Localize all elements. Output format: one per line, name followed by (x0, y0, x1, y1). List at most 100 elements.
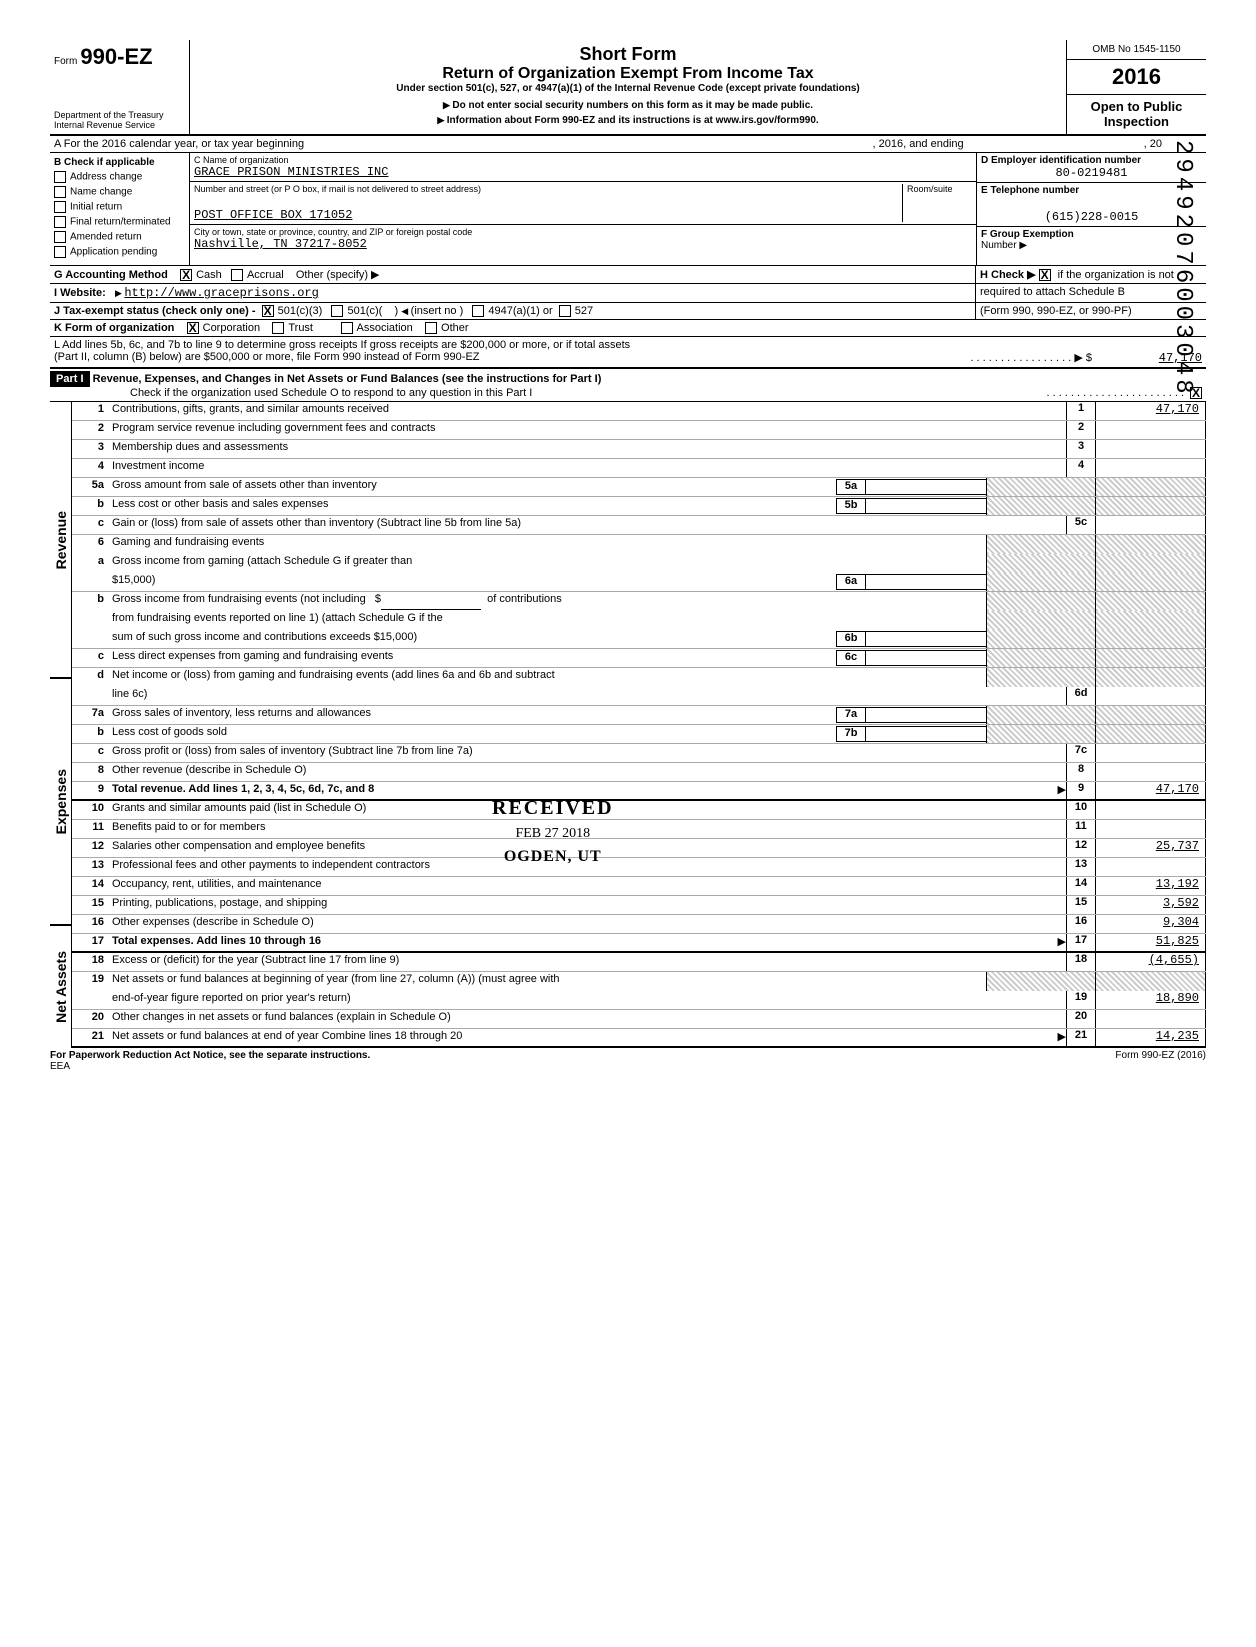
line-5b-shaded (986, 497, 1096, 515)
line-1-text: Contributions, gifts, grants, and simila… (112, 403, 389, 419)
line-5b-num: b (72, 498, 112, 514)
checkbox-527[interactable] (559, 305, 571, 317)
form-990ez: 29492076003048 Form 990-EZ Department of… (50, 40, 1206, 1072)
inspection-label: Inspection (1071, 114, 1202, 129)
checkbox-pending[interactable] (54, 246, 66, 258)
checkbox-501c[interactable] (331, 305, 343, 317)
org-address: POST OFFICE BOX 171052 (194, 208, 902, 222)
checkbox-cash[interactable] (180, 269, 192, 281)
line-5b-midbox: 5b (836, 498, 866, 514)
checkbox-address-change[interactable] (54, 171, 66, 183)
line-6a-spacer (72, 574, 112, 590)
line-5c-num: c (72, 517, 112, 533)
checkbox-association[interactable] (341, 322, 353, 334)
checkbox-initial-return[interactable] (54, 201, 66, 213)
line-6b-spacer (72, 612, 112, 629)
line-7b-midval (866, 726, 986, 742)
lines-content: RECEIVED FEB 27 2018 OGDEN, UT 1Contribu… (72, 402, 1206, 1048)
line-12-boxnum: 12 (1066, 839, 1096, 857)
line-6b-2: from fundraising events reported on line… (72, 611, 1206, 630)
checkbox-amended[interactable] (54, 231, 66, 243)
line-5a-text: Gross amount from sale of assets other t… (112, 479, 377, 495)
line-19-shaded (986, 972, 1096, 991)
line-1-num: 1 (72, 403, 112, 419)
part1-header: Part I Revenue, Expenses, and Changes in… (50, 369, 1206, 402)
line-6a-shaded4 (1096, 573, 1206, 591)
line-5a-midval (866, 479, 986, 495)
line-16-text: Other expenses (describe in Schedule O) (112, 916, 314, 932)
line-7a-text: Gross sales of inventory, less returns a… (112, 707, 371, 723)
line-12-text: Salaries other compensation and employee… (112, 840, 365, 856)
checkbox-trust[interactable] (272, 322, 284, 334)
expenses-label: Expenses (53, 769, 69, 834)
line-2: 2Program service revenue including gover… (72, 421, 1206, 440)
line-6c-shaded (986, 649, 1096, 667)
stamp-ogden: OGDEN, UT (492, 848, 614, 866)
line-16-boxnum: 16 (1066, 915, 1096, 933)
line-5a-num: 5a (72, 479, 112, 495)
website-label: I Website: (54, 287, 106, 299)
city-label: City or town, state or province, country… (194, 227, 972, 237)
label-501c: 501(c)( (347, 305, 382, 317)
form-number: 990-EZ (80, 44, 152, 69)
line-6a-text2: $15,000) (112, 574, 155, 590)
section-i-row: I Website: http://www.graceprisons.org r… (50, 284, 1206, 303)
label-insert-no: (insert no ) (411, 305, 464, 317)
checkbox-corporation[interactable] (187, 322, 199, 334)
label-501c3: 501(c)(3) (278, 305, 323, 317)
line-8-text: Other revenue (describe in Schedule O) (112, 764, 306, 780)
subtitle: Under section 501(c), 527, or 4947(a)(1)… (198, 83, 1058, 94)
addr-label: Number and street (or P O box, if mail i… (194, 184, 902, 194)
section-g-label: G Accounting Method (54, 269, 168, 281)
line-6a-text: Gross income from gaming (attach Schedul… (112, 555, 412, 572)
line-5c: cGain or (loss) from sale of assets othe… (72, 516, 1206, 535)
arrow-icon (437, 115, 446, 126)
received-stamp: RECEIVED FEB 27 2018 OGDEN, UT (492, 797, 614, 866)
section-a-end: , 20 (1144, 138, 1162, 150)
checkbox-other-org[interactable] (425, 322, 437, 334)
line-4: 4Investment income 4 (72, 459, 1206, 478)
line-6d-text: Net income or (loss) from gaming and fun… (112, 669, 555, 686)
line-11: 11Benefits paid to or for members 11 (72, 820, 1206, 839)
checkbox-schedule-o[interactable] (1190, 387, 1202, 399)
line-6b-shaded2 (1096, 592, 1206, 611)
stamp-date: FEB 27 2018 (492, 826, 614, 842)
line-13: 13Professional fees and other payments t… (72, 858, 1206, 877)
label-accrual: Accrual (247, 269, 284, 281)
line-6a-shaded2 (1096, 554, 1206, 573)
line-7b-shaded (986, 725, 1096, 743)
line-14-boxnum: 14 (1066, 877, 1096, 895)
checkbox-4947[interactable] (472, 305, 484, 317)
line-15-text: Printing, publications, postage, and shi… (112, 897, 327, 913)
line-14: 14Occupancy, rent, utilities, and mainte… (72, 877, 1206, 896)
website-value: http://www.graceprisons.org (124, 286, 318, 300)
checkbox-final-return[interactable] (54, 216, 66, 228)
line-12-num: 12 (72, 840, 112, 856)
line-18-boxnum: 18 (1066, 953, 1096, 971)
org-info-grid: B Check if applicable Address change Nam… (50, 153, 1206, 266)
line-6d-value (1096, 687, 1206, 705)
line-12: 12Salaries other compensation and employ… (72, 839, 1206, 858)
label-527: 527 (575, 305, 593, 317)
checkbox-schedule-b[interactable] (1039, 269, 1051, 281)
line-6d-num: d (72, 669, 112, 686)
line-4-boxnum: 4 (1066, 459, 1096, 477)
line-5a-midbox: 5a (836, 479, 866, 495)
checkbox-name-change[interactable] (54, 186, 66, 198)
line-5b-midval (866, 498, 986, 514)
label-address-change: Address change (70, 172, 142, 183)
checkbox-501c3[interactable] (262, 305, 274, 317)
line-18-text: Excess or (deficit) for the year (Subtra… (112, 954, 399, 970)
line-19-text2: end-of-year figure reported on prior yea… (112, 992, 351, 1008)
line-6d-text2: line 6c) (112, 688, 147, 704)
line-7b-text: Less cost of goods sold (112, 726, 227, 742)
label-cash: Cash (196, 269, 222, 281)
line-6b-text3: sum of such gross income and contributio… (112, 631, 417, 647)
info-line: Information about Form 990-EZ and its in… (447, 115, 819, 126)
line-7b-shaded2 (1096, 725, 1206, 743)
line-6c-midval (866, 650, 986, 666)
line-6b-shaded3 (986, 611, 1096, 630)
line-20-num: 20 (72, 1011, 112, 1027)
checkbox-accrual[interactable] (231, 269, 243, 281)
line-20-text: Other changes in net assets or fund bala… (112, 1011, 451, 1027)
